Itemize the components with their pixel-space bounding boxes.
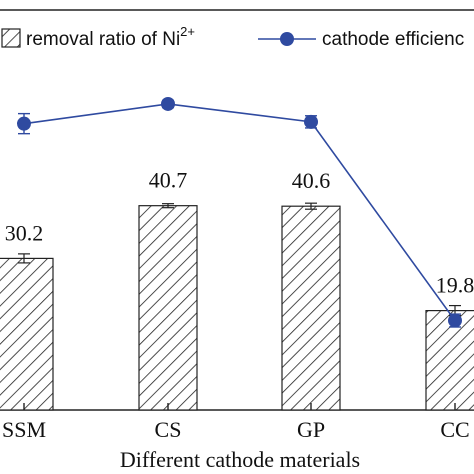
legend-bar-label-sup: 2+ — [180, 24, 195, 39]
bar-labels-layer: 30.2 40.7 40.6 19.8 — [5, 168, 474, 298]
bars-layer — [0, 205, 474, 411]
bar-label-gp: 40.6 — [292, 168, 331, 193]
x-tick-label-cs: CS — [155, 417, 182, 442]
bar-cs — [138, 205, 198, 411]
x-tick-label-ssm: SSM — [2, 417, 46, 442]
line-layer — [17, 96, 462, 328]
bar-errors-layer — [18, 202, 461, 317]
x-ticks-layer: SSM CS GP CC — [2, 403, 470, 442]
cathode-efficiency-line — [23, 103, 456, 322]
bar-label-ssm: 30.2 — [5, 220, 44, 245]
legend-line-label: cathode efficienc — [322, 29, 464, 50]
legend-line-marker — [280, 32, 294, 46]
bar-ssm — [0, 257, 54, 411]
bar-label-cc: 19.8 — [436, 273, 474, 298]
legend-bar-label: removal ratio of Ni2+ — [26, 24, 195, 50]
bar-label-cs: 40.7 — [149, 168, 188, 193]
line-point-cc — [448, 313, 462, 328]
line-point-gp — [304, 114, 318, 129]
bar-gp — [281, 205, 341, 411]
bar-cc — [425, 310, 474, 411]
legend-bar-swatch — [1, 28, 21, 48]
line-point-cs — [161, 96, 175, 111]
plot-frame — [0, 9, 474, 411]
x-tick-label-gp: GP — [297, 417, 325, 442]
legend: removal ratio of Ni2+ cathode efficienc — [1, 24, 464, 50]
x-axis-title: Different cathode materials — [120, 447, 360, 472]
line-point-ssm — [17, 116, 31, 131]
x-tick-label-cc: CC — [440, 417, 469, 442]
